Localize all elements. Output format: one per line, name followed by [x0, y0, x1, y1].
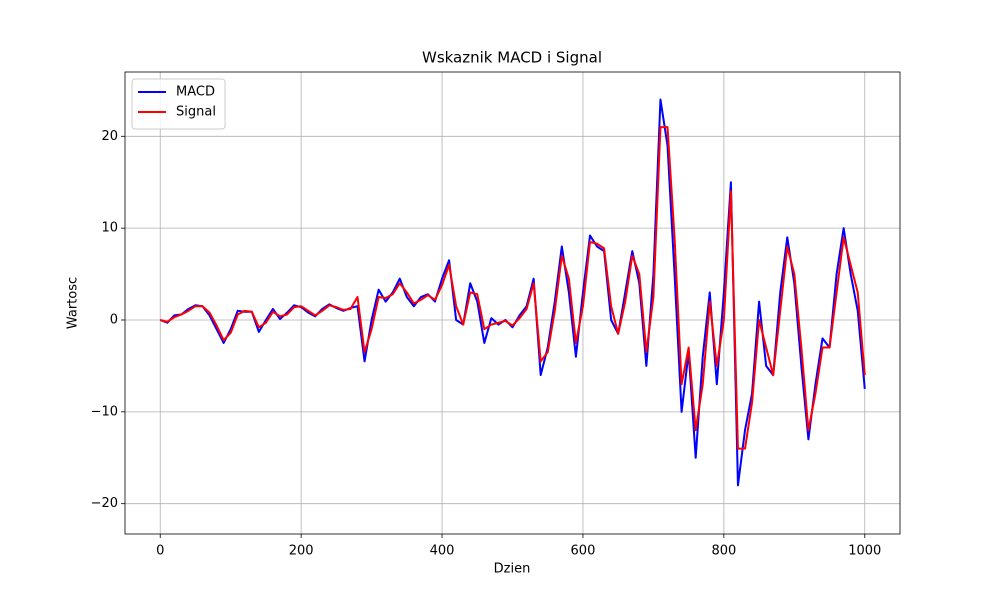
y-tick-label: 0	[110, 312, 118, 327]
legend-label: Signal	[176, 105, 216, 120]
plot-frame	[124, 71, 901, 535]
x-tick-label: 400	[430, 544, 455, 559]
x-tick-label: 800	[711, 544, 736, 559]
y-tick-label: 20	[101, 129, 118, 144]
y-tick-label: −10	[91, 404, 118, 419]
line-series	[159, 98, 866, 487]
x-tick-label: 1000	[848, 544, 881, 559]
x-axis-label: Dzien	[494, 562, 531, 577]
y-axis-label: Wartosc	[66, 277, 81, 329]
legend-label: MACD	[176, 85, 215, 100]
chart-title: Wskaznik MACD i Signal	[422, 49, 602, 67]
line-series	[159, 126, 866, 450]
x-tick-label: 200	[289, 544, 314, 559]
y-tick-label: 10	[101, 221, 118, 236]
x-tick-label: 0	[156, 544, 164, 559]
x-tick-label: 600	[571, 544, 596, 559]
y-tick-label: −20	[91, 496, 118, 511]
